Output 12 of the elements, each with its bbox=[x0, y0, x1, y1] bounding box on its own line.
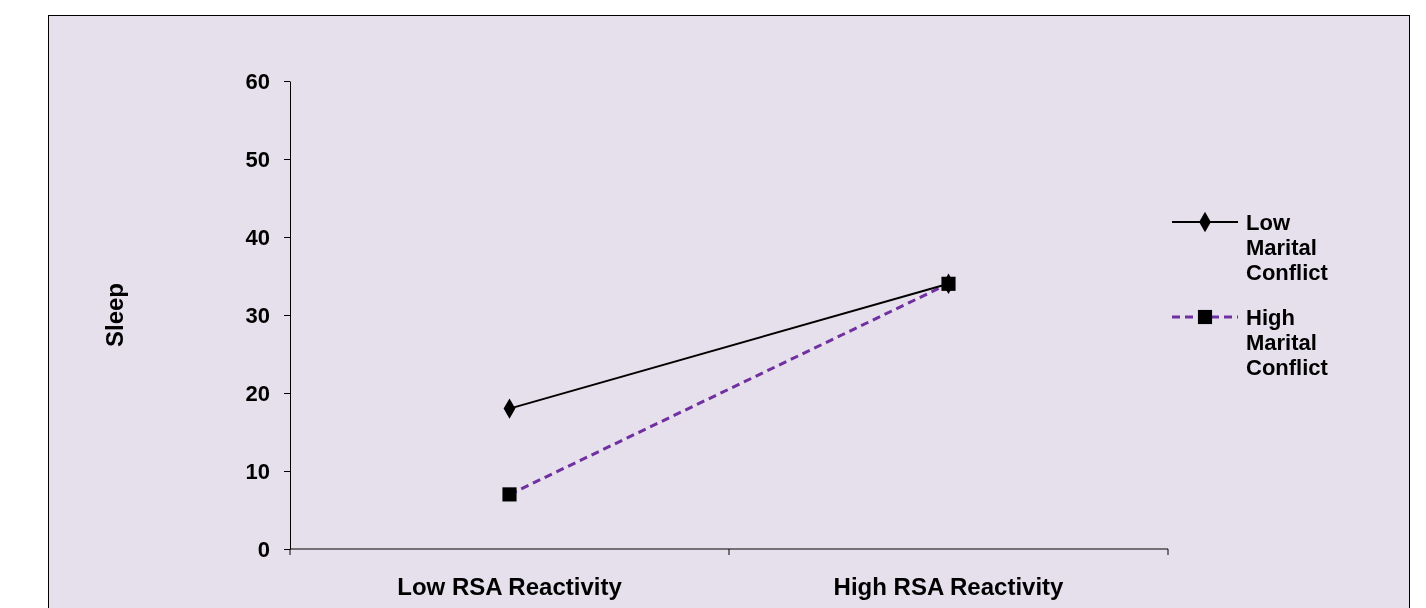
y-tick-label: 40 bbox=[245, 224, 270, 250]
y-tick-label: 60 bbox=[245, 68, 270, 94]
legend-label: High Marital Conflict bbox=[1246, 305, 1329, 380]
y-tick-label: 50 bbox=[245, 146, 270, 172]
y-tick-label: 20 bbox=[245, 380, 270, 406]
y-tick-label: 30 bbox=[245, 302, 270, 328]
y-axis-title: Sleep bbox=[101, 282, 128, 348]
legend-label: Low Marital Conflict bbox=[1246, 210, 1329, 285]
x-tick-label: High RSA Reactivity bbox=[833, 573, 1065, 600]
y-tick-label: 10 bbox=[245, 458, 270, 484]
x-tick-label: Low RSA Reactivity bbox=[397, 573, 623, 600]
y-tick-label: 0 bbox=[257, 536, 270, 562]
